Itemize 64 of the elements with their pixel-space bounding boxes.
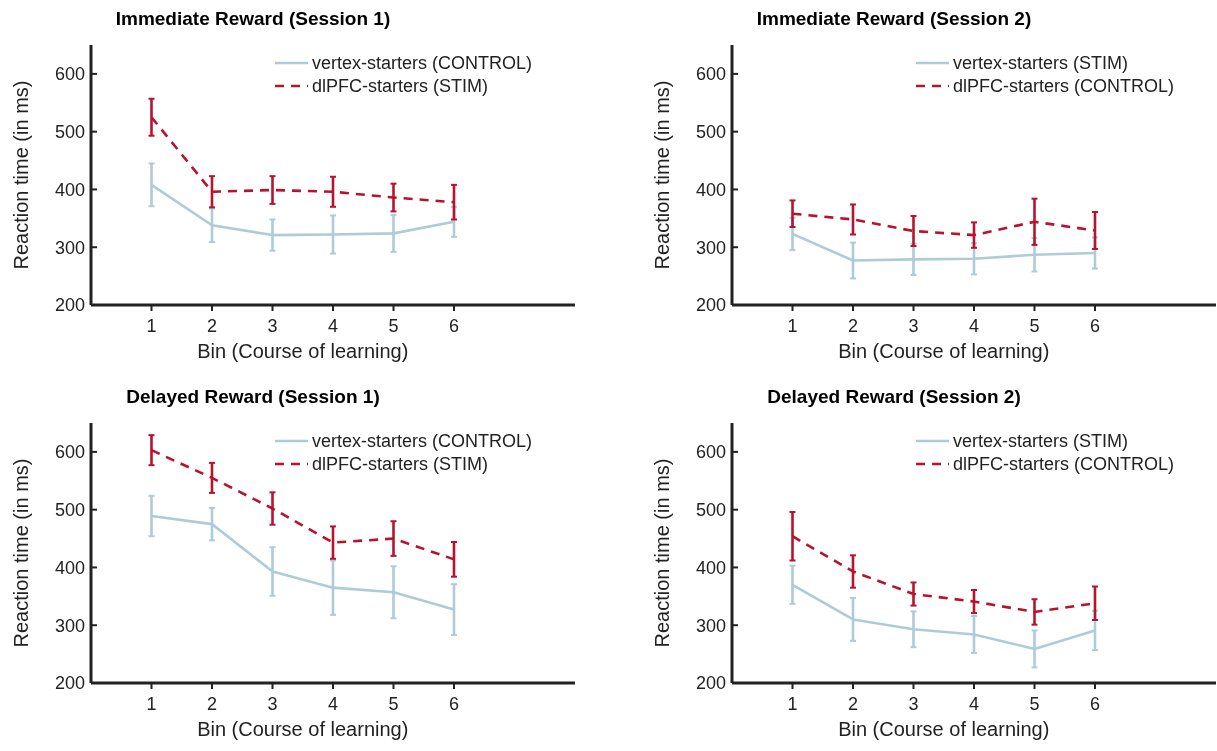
y-tick-label: 500 [54, 499, 85, 520]
y-tick-label: 200 [54, 295, 85, 316]
legend-label: vertex-starters (STIM) [953, 431, 1129, 452]
legend-label: vertex-starters (STIM) [953, 53, 1129, 74]
x-tick-label: 1 [787, 694, 798, 714]
y-tick-label: 400 [695, 179, 726, 200]
y-axis-title: Reaction time (in ms) [10, 80, 32, 270]
x-tick-label: 2 [206, 694, 218, 714]
x-tick-label: 1 [146, 316, 157, 336]
x-axis-title: Bin (Course of learning) [838, 340, 1050, 362]
y-tick-label: 200 [695, 673, 726, 694]
x-tick-label: 2 [206, 316, 218, 336]
x-tick-label: 1 [146, 694, 157, 714]
x-tick-label: 6 [448, 694, 460, 714]
chart-title: Delayed Reward (Session 2) [767, 386, 1021, 407]
y-tick-label: 300 [54, 615, 85, 636]
x-tick-label: 6 [1089, 316, 1101, 336]
y-tick-label: 600 [695, 442, 726, 463]
y-tick-label: 400 [54, 557, 85, 578]
y-axis-title: Reaction time (in ms) [651, 458, 673, 648]
legend-label: vertex-starters (CONTROL) [312, 53, 533, 74]
x-tick-label: 4 [968, 694, 980, 714]
chart-title: Immediate Reward (Session 1) [115, 8, 391, 29]
chart-title: Delayed Reward (Session 1) [126, 386, 380, 407]
x-tick-label: 3 [908, 316, 919, 336]
x-tick-label: 4 [327, 694, 339, 714]
x-axis-title: Bin (Course of learning) [197, 340, 409, 362]
x-tick-label: 3 [267, 316, 278, 336]
x-tick-label: 2 [847, 694, 859, 714]
y-tick-label: 500 [695, 121, 726, 142]
legend-label: dlPFC-starters (STIM) [312, 454, 489, 475]
y-axis-title: Reaction time (in ms) [10, 458, 32, 648]
chart-title: Immediate Reward (Session 2) [756, 8, 1032, 29]
x-axis-title: Bin (Course of learning) [197, 718, 409, 740]
y-tick-label: 300 [54, 237, 85, 258]
x-tick-label: 6 [1089, 694, 1101, 714]
y-tick-label: 200 [695, 295, 726, 316]
x-tick-label: 6 [448, 316, 460, 336]
x-tick-label: 3 [267, 694, 278, 714]
y-tick-label: 600 [54, 442, 85, 463]
x-tick-label: 5 [388, 316, 399, 336]
x-tick-label: 4 [968, 316, 980, 336]
x-tick-label: 5 [1029, 316, 1040, 336]
y-tick-label: 400 [54, 179, 85, 200]
y-axis-title: Reaction time (in ms) [651, 80, 673, 270]
x-tick-label: 4 [327, 316, 339, 336]
legend-label: dlPFC-starters (STIM) [312, 76, 489, 97]
y-tick-label: 600 [54, 64, 85, 85]
y-tick-label: 400 [695, 557, 726, 578]
legend-label: vertex-starters (CONTROL) [312, 431, 533, 452]
y-tick-label: 500 [54, 121, 85, 142]
x-tick-label: 5 [1029, 694, 1040, 714]
legend-label: dlPFC-starters (CONTROL) [953, 76, 1175, 97]
y-tick-label: 300 [695, 615, 726, 636]
x-tick-label: 5 [388, 694, 399, 714]
legend-label: dlPFC-starters (CONTROL) [953, 454, 1175, 475]
x-tick-label: 2 [847, 316, 859, 336]
y-tick-label: 600 [695, 64, 726, 85]
y-tick-label: 200 [54, 673, 85, 694]
x-tick-label: 1 [787, 316, 798, 336]
y-tick-label: 500 [695, 499, 726, 520]
x-axis-title: Bin (Course of learning) [838, 718, 1050, 740]
y-tick-label: 300 [695, 237, 726, 258]
x-tick-label: 3 [908, 694, 919, 714]
